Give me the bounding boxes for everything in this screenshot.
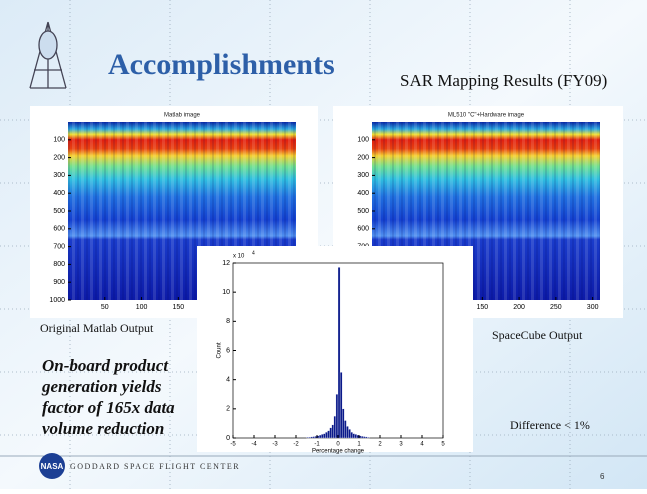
bar <box>342 408 345 439</box>
image-title: Matlab image <box>164 113 201 119</box>
y-tick-label: 10 <box>222 289 230 296</box>
x-tick-label: 150 <box>476 304 488 311</box>
bar <box>310 436 313 439</box>
y-tick-label: 300 <box>357 172 369 179</box>
bar <box>335 394 339 439</box>
y-tick-label: 0 <box>226 435 230 442</box>
bar <box>360 436 364 439</box>
bar <box>337 267 341 439</box>
bar <box>354 434 358 439</box>
x-tick-label: 2 <box>378 442 382 448</box>
x-tick-label: 0 <box>336 442 340 448</box>
y-tick-label: 1000 <box>49 297 65 304</box>
organization: GODDARD SPACE FLIGHT CENTER <box>70 462 240 471</box>
bar <box>339 372 343 439</box>
bar <box>321 434 324 439</box>
bar <box>350 432 353 439</box>
bar <box>312 436 316 439</box>
y-tick-label: 8 <box>226 318 230 325</box>
x-tick-label: 300 <box>587 304 599 311</box>
summary-line: factor of 165x data <box>42 398 175 417</box>
caption: SpaceCube Output <box>492 328 583 342</box>
bar <box>331 424 334 439</box>
x-tick-label: 100 <box>136 304 148 311</box>
bar <box>323 433 326 439</box>
bar <box>306 437 309 439</box>
x-tick-label: 4 <box>420 442 424 448</box>
x-tick-label: -3 <box>272 442 278 448</box>
subtitle: SAR Mapping Results (FY09) <box>400 71 607 90</box>
bar <box>327 430 330 439</box>
x-tick-label: -4 <box>251 442 257 448</box>
x-tick-label: 5 <box>441 442 445 448</box>
title: Accomplishments <box>108 48 335 81</box>
y-tick-label: 6 <box>226 347 230 354</box>
y-tick-label: 4 <box>226 377 230 384</box>
y-tick-label: 900 <box>53 279 65 286</box>
y-tick-label: 500 <box>53 208 65 215</box>
bar <box>344 420 347 439</box>
page-number: 6 <box>600 472 605 481</box>
summary-line: volume reduction <box>42 419 164 438</box>
summary-line: On-board product <box>42 356 169 375</box>
logo-text: NASA <box>41 462 64 471</box>
bar <box>348 429 351 439</box>
caption: Original Matlab Output <box>40 321 154 335</box>
bar <box>329 427 332 439</box>
bar <box>363 436 366 439</box>
x-tick-label: 250 <box>550 304 562 311</box>
bar <box>352 433 355 439</box>
difference-note: Difference < 1% <box>510 418 590 432</box>
image-title: ML510 "C"+Hardware image <box>448 113 525 119</box>
y-tick-label: 200 <box>357 154 369 161</box>
multiplier: x 10 <box>233 254 245 260</box>
x-tick-label: 150 <box>172 304 184 311</box>
x-tick-label: 3 <box>399 442 403 448</box>
y-tick-label: 300 <box>53 172 65 179</box>
bar <box>365 436 368 439</box>
bar <box>333 415 337 439</box>
rocket-logo <box>29 21 67 89</box>
summary-line: generation yields <box>41 377 162 396</box>
x-tick-label: 1 <box>357 442 361 448</box>
x-axis-label: Percentage change <box>312 449 365 455</box>
y-axis-label: Count <box>217 342 223 358</box>
bar <box>346 426 349 439</box>
y-tick-label: 800 <box>53 261 65 268</box>
y-tick-label: 400 <box>357 190 369 197</box>
y-tick-label: 100 <box>53 137 65 144</box>
bar <box>367 437 370 439</box>
y-tick-label: 100 <box>357 137 369 144</box>
multiplier-exponent: 4 <box>252 250 255 256</box>
y-tick-label: 2 <box>226 406 230 413</box>
y-tick-label: 400 <box>53 190 65 197</box>
y-tick-label: 500 <box>357 208 369 215</box>
y-tick-label: 700 <box>53 243 65 250</box>
bar <box>325 432 328 439</box>
x-tick-label: -5 <box>230 442 236 448</box>
nasa-logo <box>39 453 65 479</box>
y-tick-label: 12 <box>222 260 230 267</box>
y-tick-label: 200 <box>53 154 65 161</box>
x-tick-label: 200 <box>513 304 525 311</box>
x-tick-label: -1 <box>314 442 320 448</box>
x-tick-label: 50 <box>101 304 109 311</box>
bar <box>308 436 311 439</box>
x-tick-label: -2 <box>293 442 299 448</box>
y-tick-label: 600 <box>357 226 369 233</box>
bar <box>318 434 322 439</box>
y-tick-label: 600 <box>53 226 65 233</box>
